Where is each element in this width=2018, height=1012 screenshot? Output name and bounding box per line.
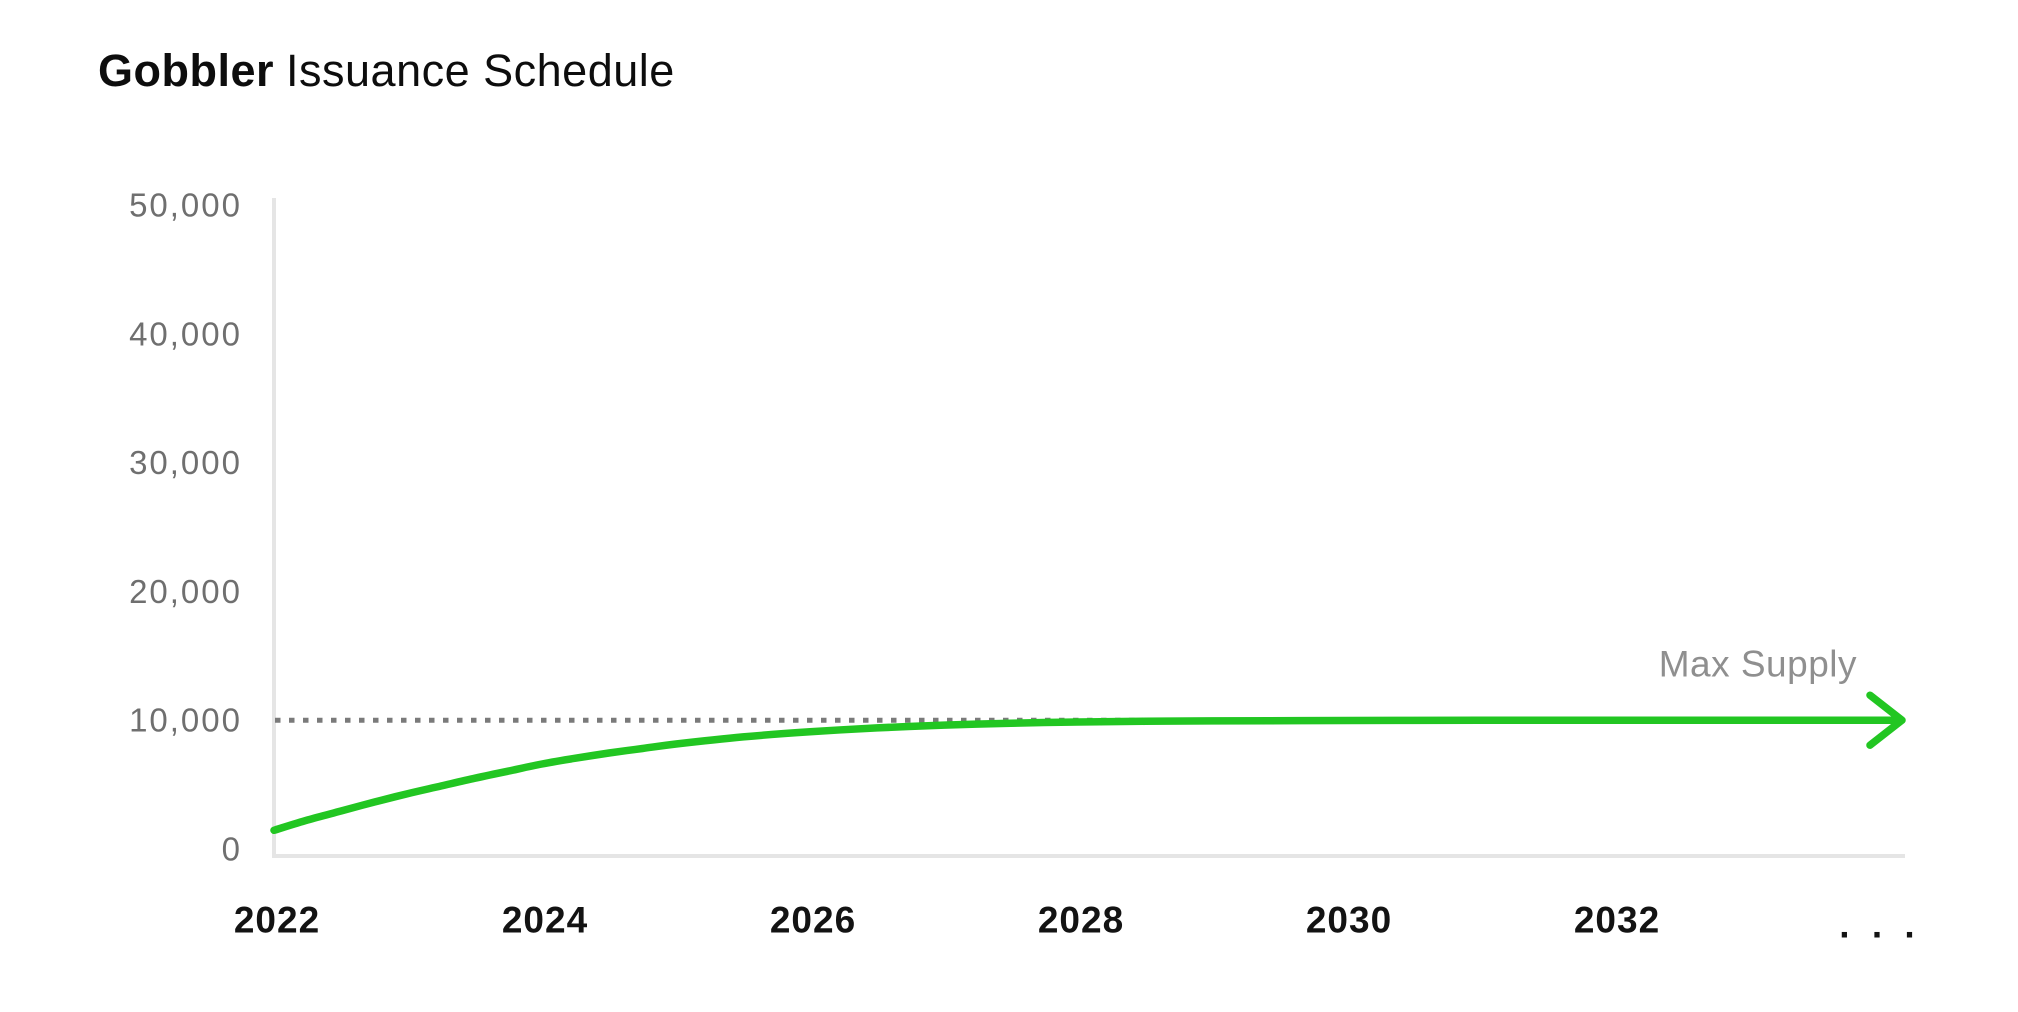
issuance-curve — [270, 716, 1900, 835]
x-tick-label: 2030 — [1306, 900, 1392, 941]
y-tick-label: 40,000 — [129, 315, 242, 352]
y-tick-label: 0 — [222, 831, 242, 868]
y-tick-label: 30,000 — [129, 444, 242, 481]
title-brand: Gobbler — [98, 45, 275, 96]
x-tick-label: 2028 — [1038, 900, 1124, 941]
max-supply-label: Max Supply — [1659, 644, 1857, 685]
arrow-head-icon — [1866, 691, 1906, 749]
x-tick-label: 2026 — [770, 900, 856, 941]
x-axis-ellipsis: . . . — [1839, 905, 1920, 946]
x-tick-label: 2022 — [234, 900, 320, 941]
x-tick-label: 2024 — [502, 900, 588, 941]
page-title: Gobbler Issuance Schedule — [98, 44, 675, 98]
y-tick-label: 50,000 — [129, 187, 242, 224]
title-rest: Issuance Schedule — [286, 45, 675, 96]
y-tick-label: 10,000 — [129, 702, 242, 739]
y-tick-label: 20,000 — [129, 573, 242, 610]
x-tick-label: 2032 — [1574, 900, 1660, 941]
